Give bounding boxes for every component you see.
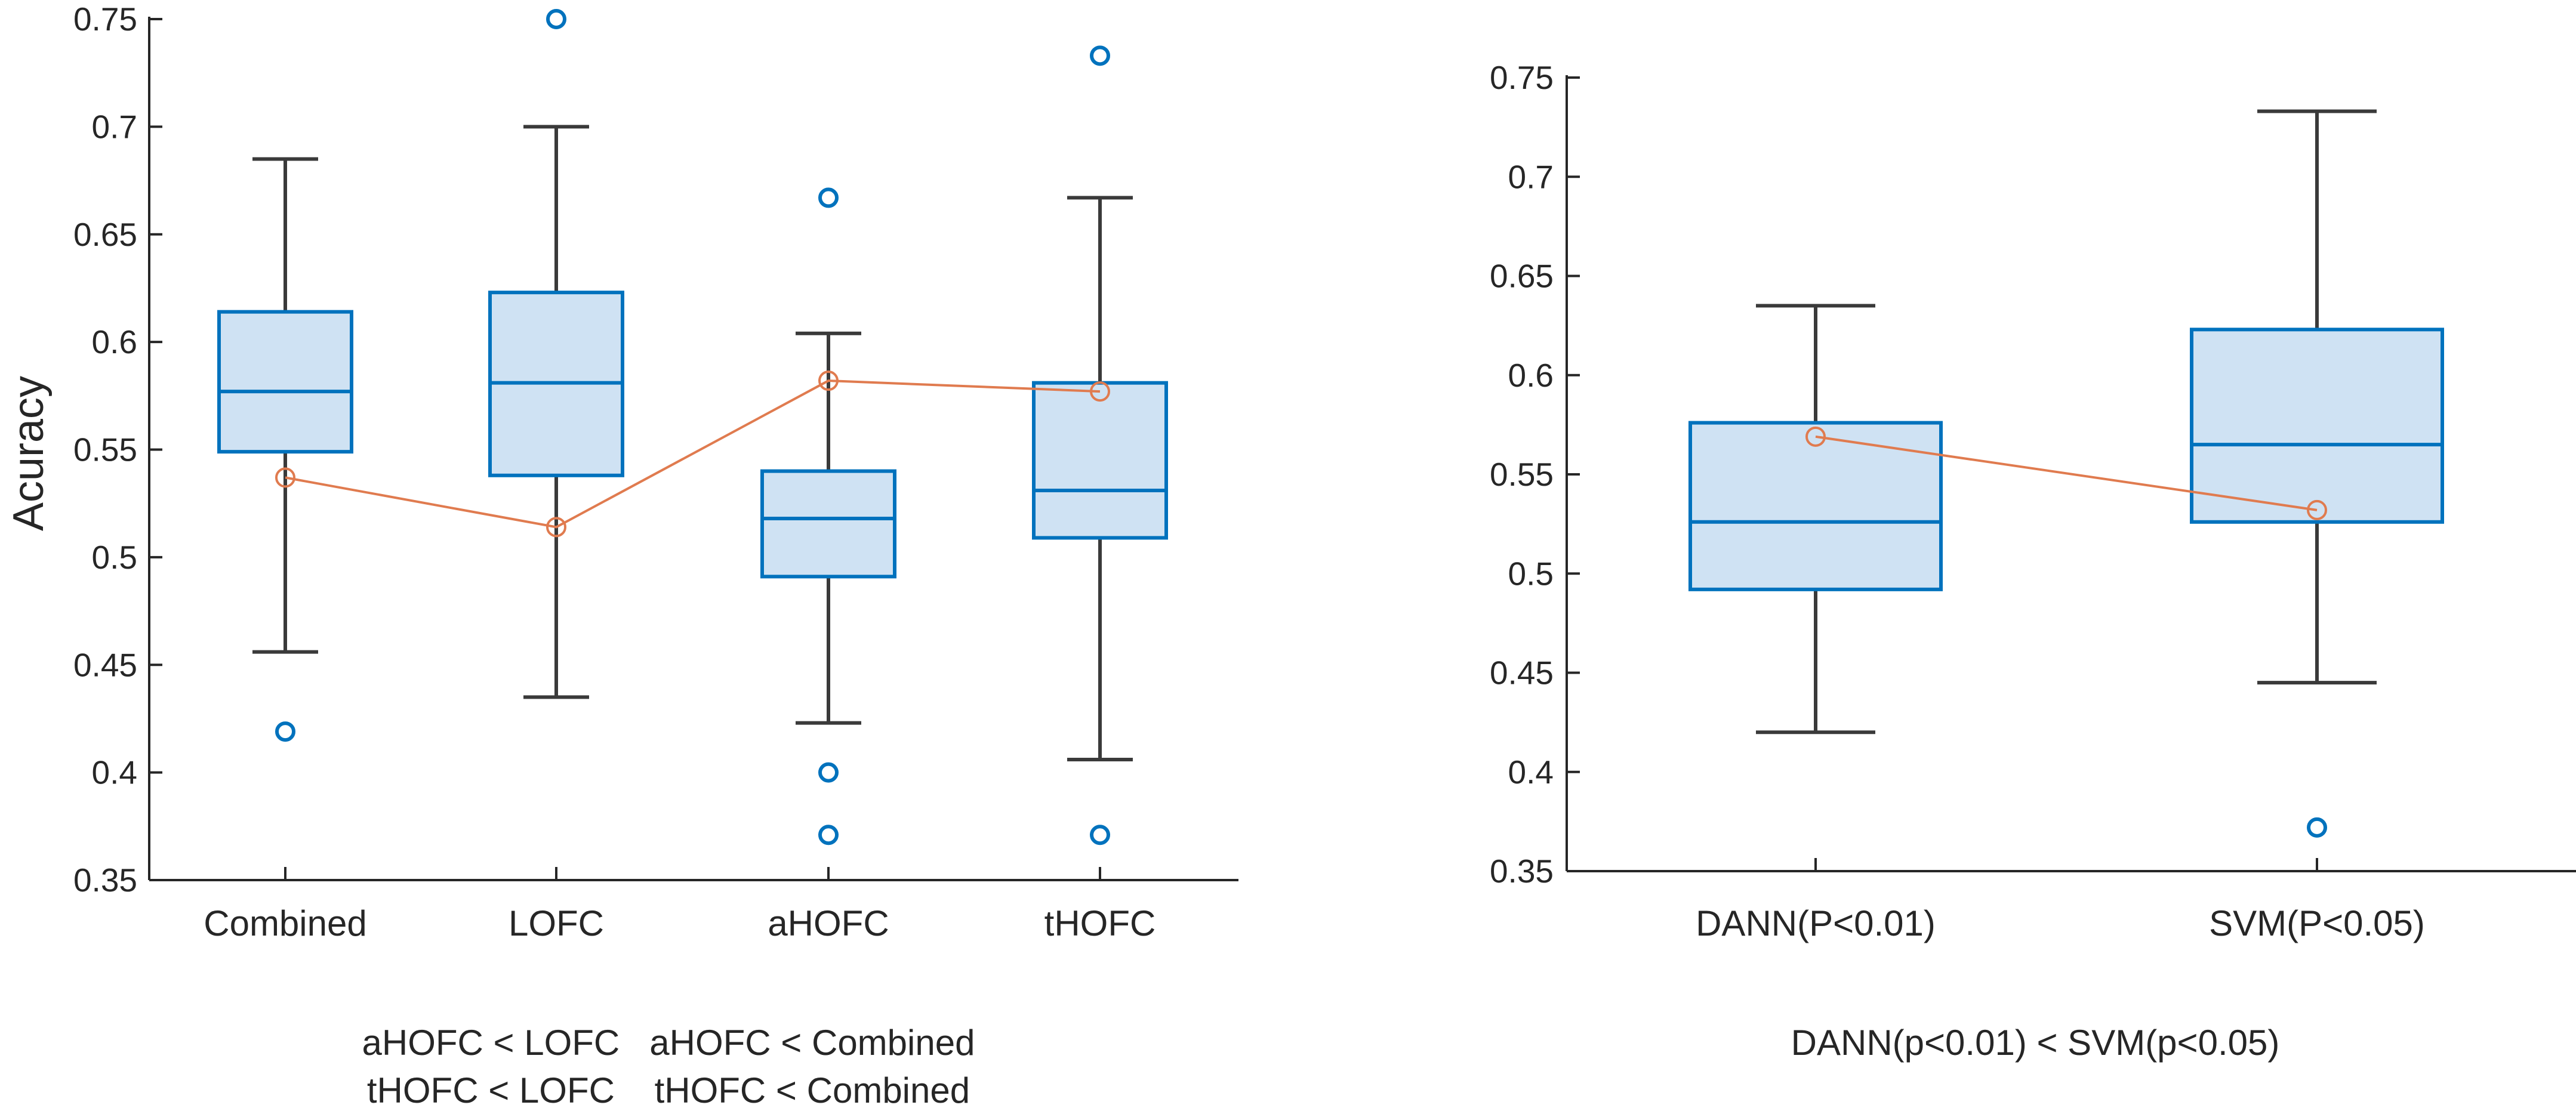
y-tick-label: 0.35 [1490,853,1554,890]
mean-polyline [285,379,1101,529]
category-label: aHOFC [768,903,889,943]
y-axis-label: Acuracy [5,376,53,531]
category-label: LOFC [509,903,604,943]
comparison-note-line-1: aHOFC < LOFC aHOFC < Combined [362,1023,975,1063]
box-group-lofc: LOFC [488,9,624,943]
right-box-plots: DANN(P<0.01) SVM(P<0.05) [1688,109,2444,943]
y-tick-label: 0.35 [73,862,137,899]
left-box-plots: Combined LOFC aHOFC tHOFC [204,9,1168,943]
mean-marker [275,467,295,488]
left-mean-line [275,371,1110,538]
mean-marker [2307,499,2327,520]
y-tick-label: 0.55 [1490,456,1554,493]
outlier-point [818,762,839,783]
y-tick-label: 0.6 [92,323,137,360]
category-label: Combined [204,903,367,943]
box-group-ahofc: aHOFC [760,187,896,943]
outlier-point [1090,825,1110,845]
outlier-point [546,9,566,29]
left-y-ticks: 0.35 0.4 0.45 0.5 0.55 0.6 0.65 0.7 0.75 [73,1,162,899]
comparison-note-line-2: tHOFC < LOFC tHOFC < Combined [367,1070,970,1110]
left-chart-panel: 0.35 0.4 0.45 0.5 0.55 0.6 0.65 0.7 0.75 Combine… [5,1,1238,1110]
iqr-box [1032,381,1168,540]
iqr-box [217,310,353,454]
box-group-thofc: tHOFC [1032,45,1168,943]
mean-marker [546,517,566,538]
mean-marker [1805,426,1826,447]
y-tick-label: 0.65 [1490,258,1554,295]
y-tick-label: 0.75 [73,1,137,38]
mean-marker [1090,381,1110,402]
y-tick-label: 0.45 [1490,655,1554,692]
box-group-combined: Combined [204,157,367,943]
category-label: DANN(P<0.01) [1696,903,1936,943]
right-y-ticks: 0.35 0.4 0.45 0.5 0.55 0.6 0.65 0.7 0.75 [1490,59,1580,890]
iqr-box [760,469,896,579]
y-tick-label: 0.4 [1508,754,1554,791]
outlier-point [275,721,295,742]
mean-marker [818,371,839,391]
iqr-box [2190,328,2444,524]
y-tick-label: 0.6 [1508,357,1554,394]
outlier-point [2307,817,2327,838]
outlier-point [818,187,839,208]
y-tick-label: 0.7 [1508,158,1554,195]
right-chart-panel: 0.35 0.4 0.45 0.5 0.55 0.6 0.65 0.7 0.75 DANN(P<… [1490,59,2576,1063]
outlier-point [1090,45,1110,66]
y-tick-label: 0.7 [92,108,137,145]
y-tick-label: 0.75 [1490,59,1554,96]
iqr-box [1688,421,1943,591]
comparison-note-right: DANN(p<0.01) < SVM(p<0.05) [1791,1023,2280,1063]
category-label: SVM(P<0.05) [2209,903,2425,943]
y-tick-label: 0.45 [73,646,137,683]
y-tick-label: 0.5 [92,539,137,576]
outlier-point [818,825,839,845]
box-group-svm-p-0-05-: SVM(P<0.05) [2190,109,2444,943]
y-tick-label: 0.55 [73,431,137,468]
category-label: tHOFC [1044,903,1156,943]
y-tick-label: 0.5 [1508,555,1554,592]
box-group-dann-p-0-01-: DANN(P<0.01) [1688,304,1943,943]
right-mean-line [1805,426,2327,520]
y-tick-label: 0.4 [92,754,137,791]
y-tick-label: 0.65 [73,216,137,253]
mean-polyline [1815,435,2318,511]
